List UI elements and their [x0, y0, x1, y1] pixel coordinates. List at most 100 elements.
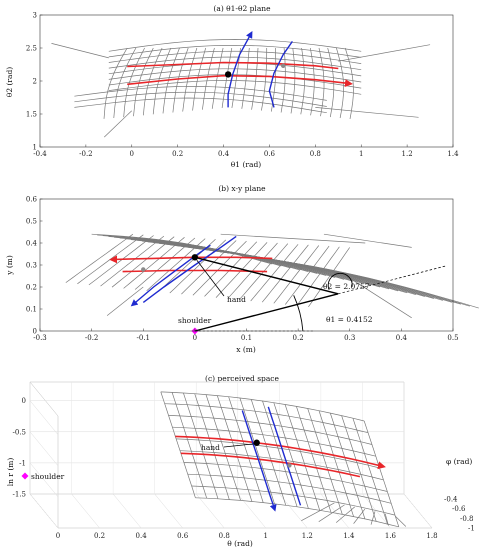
panel-a-data-curves [127, 31, 353, 108]
panel-c-hand-label: hand [201, 443, 220, 452]
red-data-curve [180, 452, 361, 478]
grey-grid-vertical [100, 235, 165, 287]
z-tick-label: -1 [468, 525, 475, 533]
grey-grid-curve [344, 47, 354, 119]
blue-data-curve [241, 410, 277, 512]
panel-b-ylabel: y (m) [5, 255, 14, 276]
grey-grid-curve [133, 47, 154, 117]
grey-grid-curve [216, 395, 253, 502]
hand-point [253, 439, 260, 446]
wall-gridline [29, 400, 59, 435]
grey-grid-curve [119, 237, 318, 274]
x-tick-label: 0.6 [177, 532, 189, 540]
panel-b-theta1-label: θ1 = 0.4152 [326, 315, 373, 324]
x-tick-label: 0.2 [293, 334, 304, 342]
grey-grid-ray [51, 43, 109, 59]
floor-gridline [403, 493, 433, 529]
panel-b-arm-links [194, 256, 446, 332]
x-tick-label: 0.8 [219, 532, 230, 540]
grey-grid-curve [103, 47, 128, 119]
grey-grid-arc [108, 39, 362, 52]
grey-grid-curve [108, 236, 300, 271]
x-tick-label: -0.2 [85, 334, 99, 342]
grey-grid-curve [273, 402, 309, 509]
grey-grid-ray [349, 277, 412, 319]
grey-grid-curve [186, 246, 425, 297]
panel-a-title: (a) θ1-θ2 plane [213, 4, 271, 13]
panel-a-grey-grid [51, 39, 431, 138]
x-tick-label: 0.4 [396, 334, 408, 342]
grey-grid-ray [315, 107, 419, 118]
grey-grid-vertical [192, 240, 247, 296]
panel-c-grey-grid [160, 391, 407, 528]
panel-c-y-ticks: -1.5 -1 -0.5 0 [13, 397, 27, 498]
grey-grid-arc [160, 391, 365, 422]
y-tick-label: 0.1 [26, 306, 37, 314]
y-tick-label: -1.5 [13, 491, 27, 499]
x-tick-label: 0.2 [94, 532, 105, 540]
grey-grid-ray [370, 511, 376, 525]
grey-grid-vertical [285, 245, 330, 305]
grey-grid-curve [239, 397, 275, 505]
grey-grid-curve [261, 48, 268, 111]
x-tick-label: 0 [56, 532, 60, 540]
blue-data-curve [130, 244, 211, 307]
floor-gridline [112, 493, 142, 529]
z-tick-label: -0.6 [452, 505, 466, 513]
panel-b-xy-plane: (b) x-y plane -0.3 -0.2 -0.1 0 0.1 0.2 0.3 0.4 0… [5, 184, 479, 354]
grey-grid-ray [220, 233, 366, 244]
grey-grid-curve [251, 47, 259, 110]
floor-gridline [196, 493, 225, 529]
x-tick-label: -0.4 [33, 150, 47, 158]
panel-c-zlabel: φ (rad) [446, 457, 472, 466]
grey-grid-vertical [88, 235, 154, 286]
red-data-curve [175, 435, 386, 470]
reference-point [141, 267, 146, 272]
grey-grid-ray [353, 508, 366, 524]
panel-c-xlabel: θ (rad) [227, 539, 253, 548]
y-tick-label: 1 [33, 144, 37, 152]
red-data-curve [127, 61, 339, 70]
panel-c-title: (c) perceived space [205, 374, 279, 383]
y-tick-label: -0.5 [13, 428, 27, 436]
panel-c-ylabel: ln r (m) [6, 458, 15, 487]
grey-grid-arc [180, 450, 384, 481]
grey-grid-curve [142, 240, 354, 282]
floor-gridline [29, 493, 59, 529]
panel-b-hand-label: hand [227, 295, 246, 304]
grey-grid-curve [123, 47, 145, 118]
x-tick-label: 0.4 [218, 150, 230, 158]
grey-grid-curve [329, 412, 366, 520]
x-tick-label: 0.3 [344, 334, 355, 342]
grey-grid-ray [318, 504, 345, 522]
x-tick-label: 1.4 [343, 532, 355, 540]
y-tick-label: 2 [33, 78, 37, 86]
grey-grid-ray [323, 233, 412, 248]
grey-grid-curve [262, 400, 298, 507]
grey-grid-curve [231, 47, 241, 108]
grey-grid-vertical [273, 245, 320, 304]
floor-gridline [71, 493, 100, 529]
grey-grid-curve [290, 47, 296, 114]
blue-data-curve [267, 406, 302, 506]
grey-grid-arc [108, 50, 362, 64]
red-data-curve [122, 269, 268, 273]
panel-c-x-ticks: 0 0.2 0.4 0.6 0.8 1 1.2 1.4 1.6 1.8 [56, 532, 438, 540]
hand-leader [223, 443, 255, 448]
grey-grid-curve [352, 418, 388, 525]
box-edge [29, 381, 59, 417]
blue-data-curve [142, 235, 237, 303]
grey-grid-arc [74, 91, 327, 107]
grey-grid-arc [108, 80, 362, 95]
x-tick-label: -0.1 [137, 334, 151, 342]
reference-point [287, 463, 292, 468]
panel-c-perceived-space: (c) perceived space 0 0.2 0.4 0.6 0.8 1 1.2 1.4… [6, 374, 475, 548]
grey-grid-vertical [169, 239, 227, 294]
grey-grid-curve [228, 396, 264, 503]
forearm-link [194, 256, 339, 295]
grey-grid-curve [194, 393, 230, 500]
x-tick-label: 0.4 [136, 532, 148, 540]
grey-grid-curve [202, 47, 215, 110]
grey-grid-curve [284, 404, 321, 511]
grey-grid-ray [338, 44, 431, 62]
